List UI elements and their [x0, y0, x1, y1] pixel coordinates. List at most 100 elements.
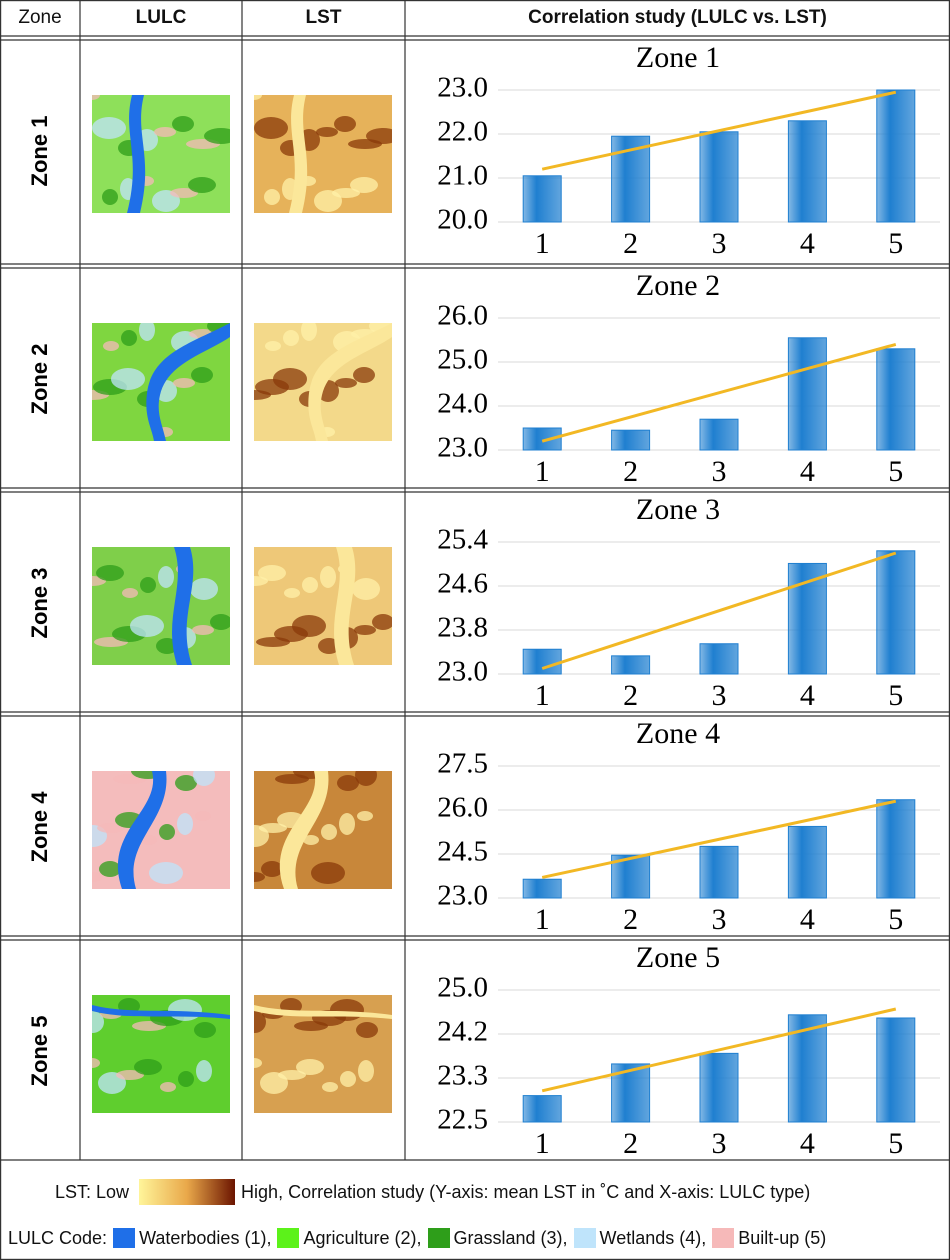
y-tick-label: 23.0 — [437, 72, 488, 104]
chart-title: Zone 1 — [636, 41, 720, 74]
map-patch — [92, 872, 103, 882]
x-tick-label: 5 — [888, 903, 903, 936]
legend-text: LULC Code: — [8, 1227, 108, 1248]
x-tick-label: 1 — [535, 227, 550, 260]
map-patch — [321, 824, 337, 840]
river — [172, 547, 194, 665]
bar — [699, 1052, 739, 1123]
map-patch — [320, 566, 336, 588]
map-patch — [192, 625, 214, 635]
map-patch — [254, 1011, 266, 1033]
bar — [787, 337, 827, 451]
map-patch — [311, 862, 345, 884]
y-tick-label: 25.0 — [437, 344, 488, 376]
y-tick-label: 21.0 — [437, 160, 488, 192]
map-patch — [196, 1060, 212, 1082]
x-tick-label: 1 — [535, 903, 550, 936]
bar — [699, 131, 739, 223]
map-patch — [172, 116, 194, 132]
bar — [522, 878, 562, 899]
river — [254, 1005, 392, 1019]
legend-swatch — [113, 1228, 136, 1248]
bar — [876, 550, 916, 675]
lst-map — [254, 95, 392, 213]
map-patch — [96, 565, 124, 581]
legend-swatch — [277, 1228, 300, 1248]
river — [92, 1005, 230, 1019]
legend-text: LST: Low — [55, 1181, 130, 1202]
map-patch — [116, 1070, 144, 1080]
map-patch — [99, 861, 121, 877]
map-patch — [122, 588, 138, 598]
lulc-map — [92, 771, 230, 889]
map-patch — [121, 330, 137, 346]
map-patch — [264, 189, 280, 205]
map-patch — [134, 1059, 162, 1075]
y-tick-label: 24.0 — [437, 388, 488, 420]
lst-map — [254, 323, 392, 441]
map-patch — [350, 177, 378, 193]
legend-text: High, Correlation study (Y-axis: mean LS… — [241, 1181, 811, 1202]
header-cell: LULC — [135, 7, 187, 28]
map-patch — [97, 823, 125, 833]
map-patch — [258, 565, 286, 581]
map-patch — [195, 811, 211, 821]
map-patch — [303, 835, 319, 845]
zone-label: Zone 1 — [27, 115, 52, 187]
y-tick-label: 27.5 — [437, 748, 488, 780]
river — [146, 323, 230, 441]
map-patch — [334, 116, 356, 132]
trend-line — [541, 342, 897, 443]
y-tick-label: 24.2 — [437, 1016, 488, 1048]
x-tick-label: 5 — [888, 679, 903, 712]
x-tick-label: 5 — [888, 1127, 903, 1160]
map-patch — [337, 775, 359, 791]
zone-label: Zone 4 — [27, 791, 52, 863]
header-cell: Correlation study (LULC vs. LST) — [528, 7, 827, 28]
river — [117, 771, 167, 889]
map-patch — [340, 1071, 356, 1087]
lst-map — [254, 547, 392, 665]
map-patch — [261, 861, 283, 877]
map-patch — [149, 862, 183, 884]
map-patch — [193, 771, 215, 786]
river — [127, 95, 146, 213]
lulc-legend: LULC Code: Waterbodies (1), Agriculture (… — [8, 1224, 826, 1252]
bar — [522, 427, 562, 451]
lst-map — [254, 995, 392, 1113]
bar — [522, 648, 562, 675]
bar — [787, 562, 827, 675]
bar — [522, 175, 562, 223]
x-tick-label: 3 — [712, 1127, 727, 1160]
map-patch — [352, 578, 380, 600]
lst-map — [254, 771, 392, 889]
lulc-map — [92, 323, 230, 441]
map-patch — [170, 188, 198, 198]
map-patch — [354, 625, 376, 635]
legend-label: Agriculture (2), — [303, 1227, 422, 1248]
map-patch — [366, 128, 392, 144]
lulc-map — [92, 95, 230, 213]
bar — [699, 418, 739, 451]
map-patch — [92, 95, 100, 100]
bar-chart: Zone 3 23.0 23.8 24.6 25.4 1 2 3 4 5 — [437, 493, 940, 712]
x-tick-label: 2 — [623, 903, 638, 936]
x-tick-label: 5 — [888, 455, 903, 488]
header-cell: Zone — [18, 7, 62, 28]
map-patch — [335, 378, 357, 388]
y-tick-label: 25.4 — [437, 524, 488, 556]
map-patch — [177, 813, 193, 835]
map-patch — [302, 577, 318, 593]
legend-label: Grassland (3), — [453, 1227, 568, 1248]
zone-label: Zone 3 — [27, 567, 52, 639]
lst-legend: LST: Low High, Correlation study (Y-axis… — [55, 1178, 810, 1206]
map-patch — [296, 1059, 324, 1075]
legend-label: Waterbodies (1), — [139, 1227, 272, 1248]
bar — [699, 643, 739, 675]
chart-title: Zone 5 — [636, 941, 720, 974]
map-patch — [141, 835, 157, 845]
bar-chart: Zone 4 23.0 24.5 26.0 27.5 1 2 3 4 5 — [437, 717, 940, 936]
legend-swatch — [573, 1228, 596, 1248]
